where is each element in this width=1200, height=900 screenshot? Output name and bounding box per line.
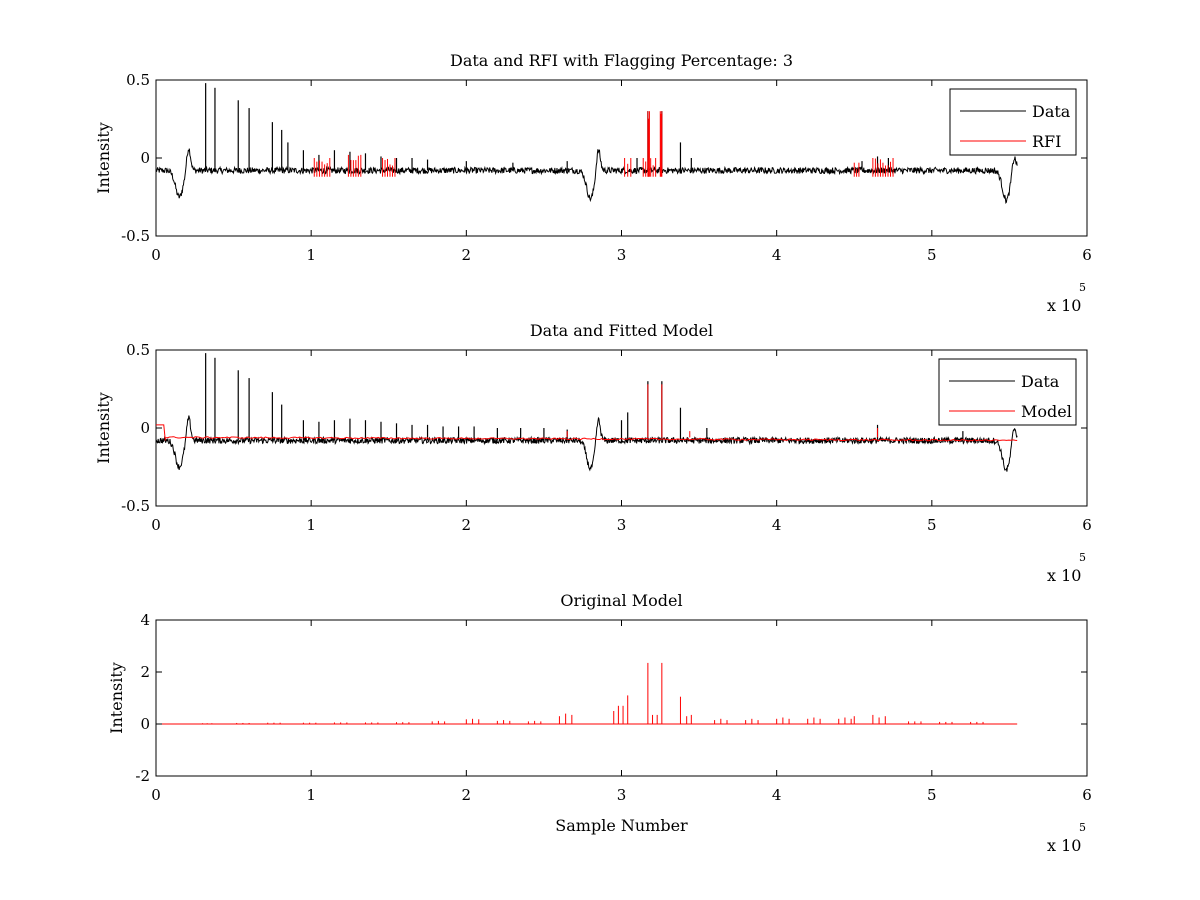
legend: Data RFI — [949, 88, 1077, 156]
x-tick-label: 4 — [772, 246, 782, 264]
y-axis-label: Intensity — [94, 392, 113, 464]
legend-label-rfi: RFI — [1032, 132, 1061, 151]
x-tick-label: 1 — [306, 786, 316, 804]
plot-area — [156, 353, 1018, 472]
legend-box — [949, 88, 1077, 156]
x-tick-label: 5 — [927, 246, 937, 264]
y-tick-label: 0 — [140, 715, 150, 733]
axes-box — [155, 79, 1088, 237]
series-model-line — [156, 424, 1018, 442]
x-tick-label: 6 — [1082, 516, 1092, 534]
legend-label-data: Data — [1021, 372, 1060, 391]
x-tick-label: 0 — [151, 786, 161, 804]
x-tick-label: 5 — [927, 786, 937, 804]
y-tick-label: 2 — [140, 663, 150, 681]
x-tick-label: 4 — [772, 516, 782, 534]
plot-area — [156, 83, 1018, 205]
x-tick-label: 4 — [772, 786, 782, 804]
y-axis-label: Intensity — [107, 662, 126, 734]
x-tick-label: 2 — [462, 516, 472, 534]
x-tick-label: 5 — [927, 516, 937, 534]
x-tick-label: 6 — [1082, 246, 1092, 264]
x-scale-multiplier: x 10 — [1047, 836, 1081, 855]
legend-label-model: Model — [1021, 402, 1072, 421]
y-tick-label: 0.5 — [126, 71, 150, 89]
chart-title: Original Model — [560, 591, 682, 610]
x-tick-label: 0 — [151, 516, 161, 534]
legend-box — [938, 358, 1077, 426]
axes-box — [155, 619, 1088, 777]
series-data-line — [156, 148, 1018, 205]
y-axis-label: Intensity — [94, 122, 113, 194]
x-tick-label: 1 — [306, 246, 316, 264]
legend: Data Model — [938, 358, 1077, 426]
y-tick-label: -2 — [135, 767, 150, 785]
x-tick-label: 3 — [617, 246, 627, 264]
x-axis-label: Sample Number — [555, 816, 688, 835]
plot-area — [156, 662, 1018, 725]
x-scale-multiplier: x 10 — [1047, 296, 1081, 315]
x-tick-label: 3 — [617, 516, 627, 534]
x-scale-exponent: 5 — [1079, 821, 1086, 834]
y-tick-label: 4 — [140, 611, 150, 629]
y-tick-label: 0 — [140, 419, 150, 437]
y-tick-label: -0.5 — [121, 497, 150, 515]
x-tick-label: 2 — [462, 786, 472, 804]
x-tick-label: 1 — [306, 516, 316, 534]
y-tick-label: 0 — [140, 149, 150, 167]
x-tick-label: 6 — [1082, 786, 1092, 804]
x-scale-multiplier: x 10 — [1047, 566, 1081, 585]
x-scale-exponent: 5 — [1079, 281, 1086, 294]
x-tick-label: 2 — [462, 246, 472, 264]
x-tick-label: 3 — [617, 786, 627, 804]
x-scale-exponent: 5 — [1079, 551, 1086, 564]
y-tick-label: 0.5 — [126, 341, 150, 359]
legend-label-data: Data — [1032, 102, 1071, 121]
chart-title: Data and RFI with Flagging Percentage: 3 — [450, 51, 793, 70]
chart-title: Data and Fitted Model — [530, 321, 713, 340]
x-tick-label: 0 — [151, 246, 161, 264]
y-tick-label: -0.5 — [121, 227, 150, 245]
